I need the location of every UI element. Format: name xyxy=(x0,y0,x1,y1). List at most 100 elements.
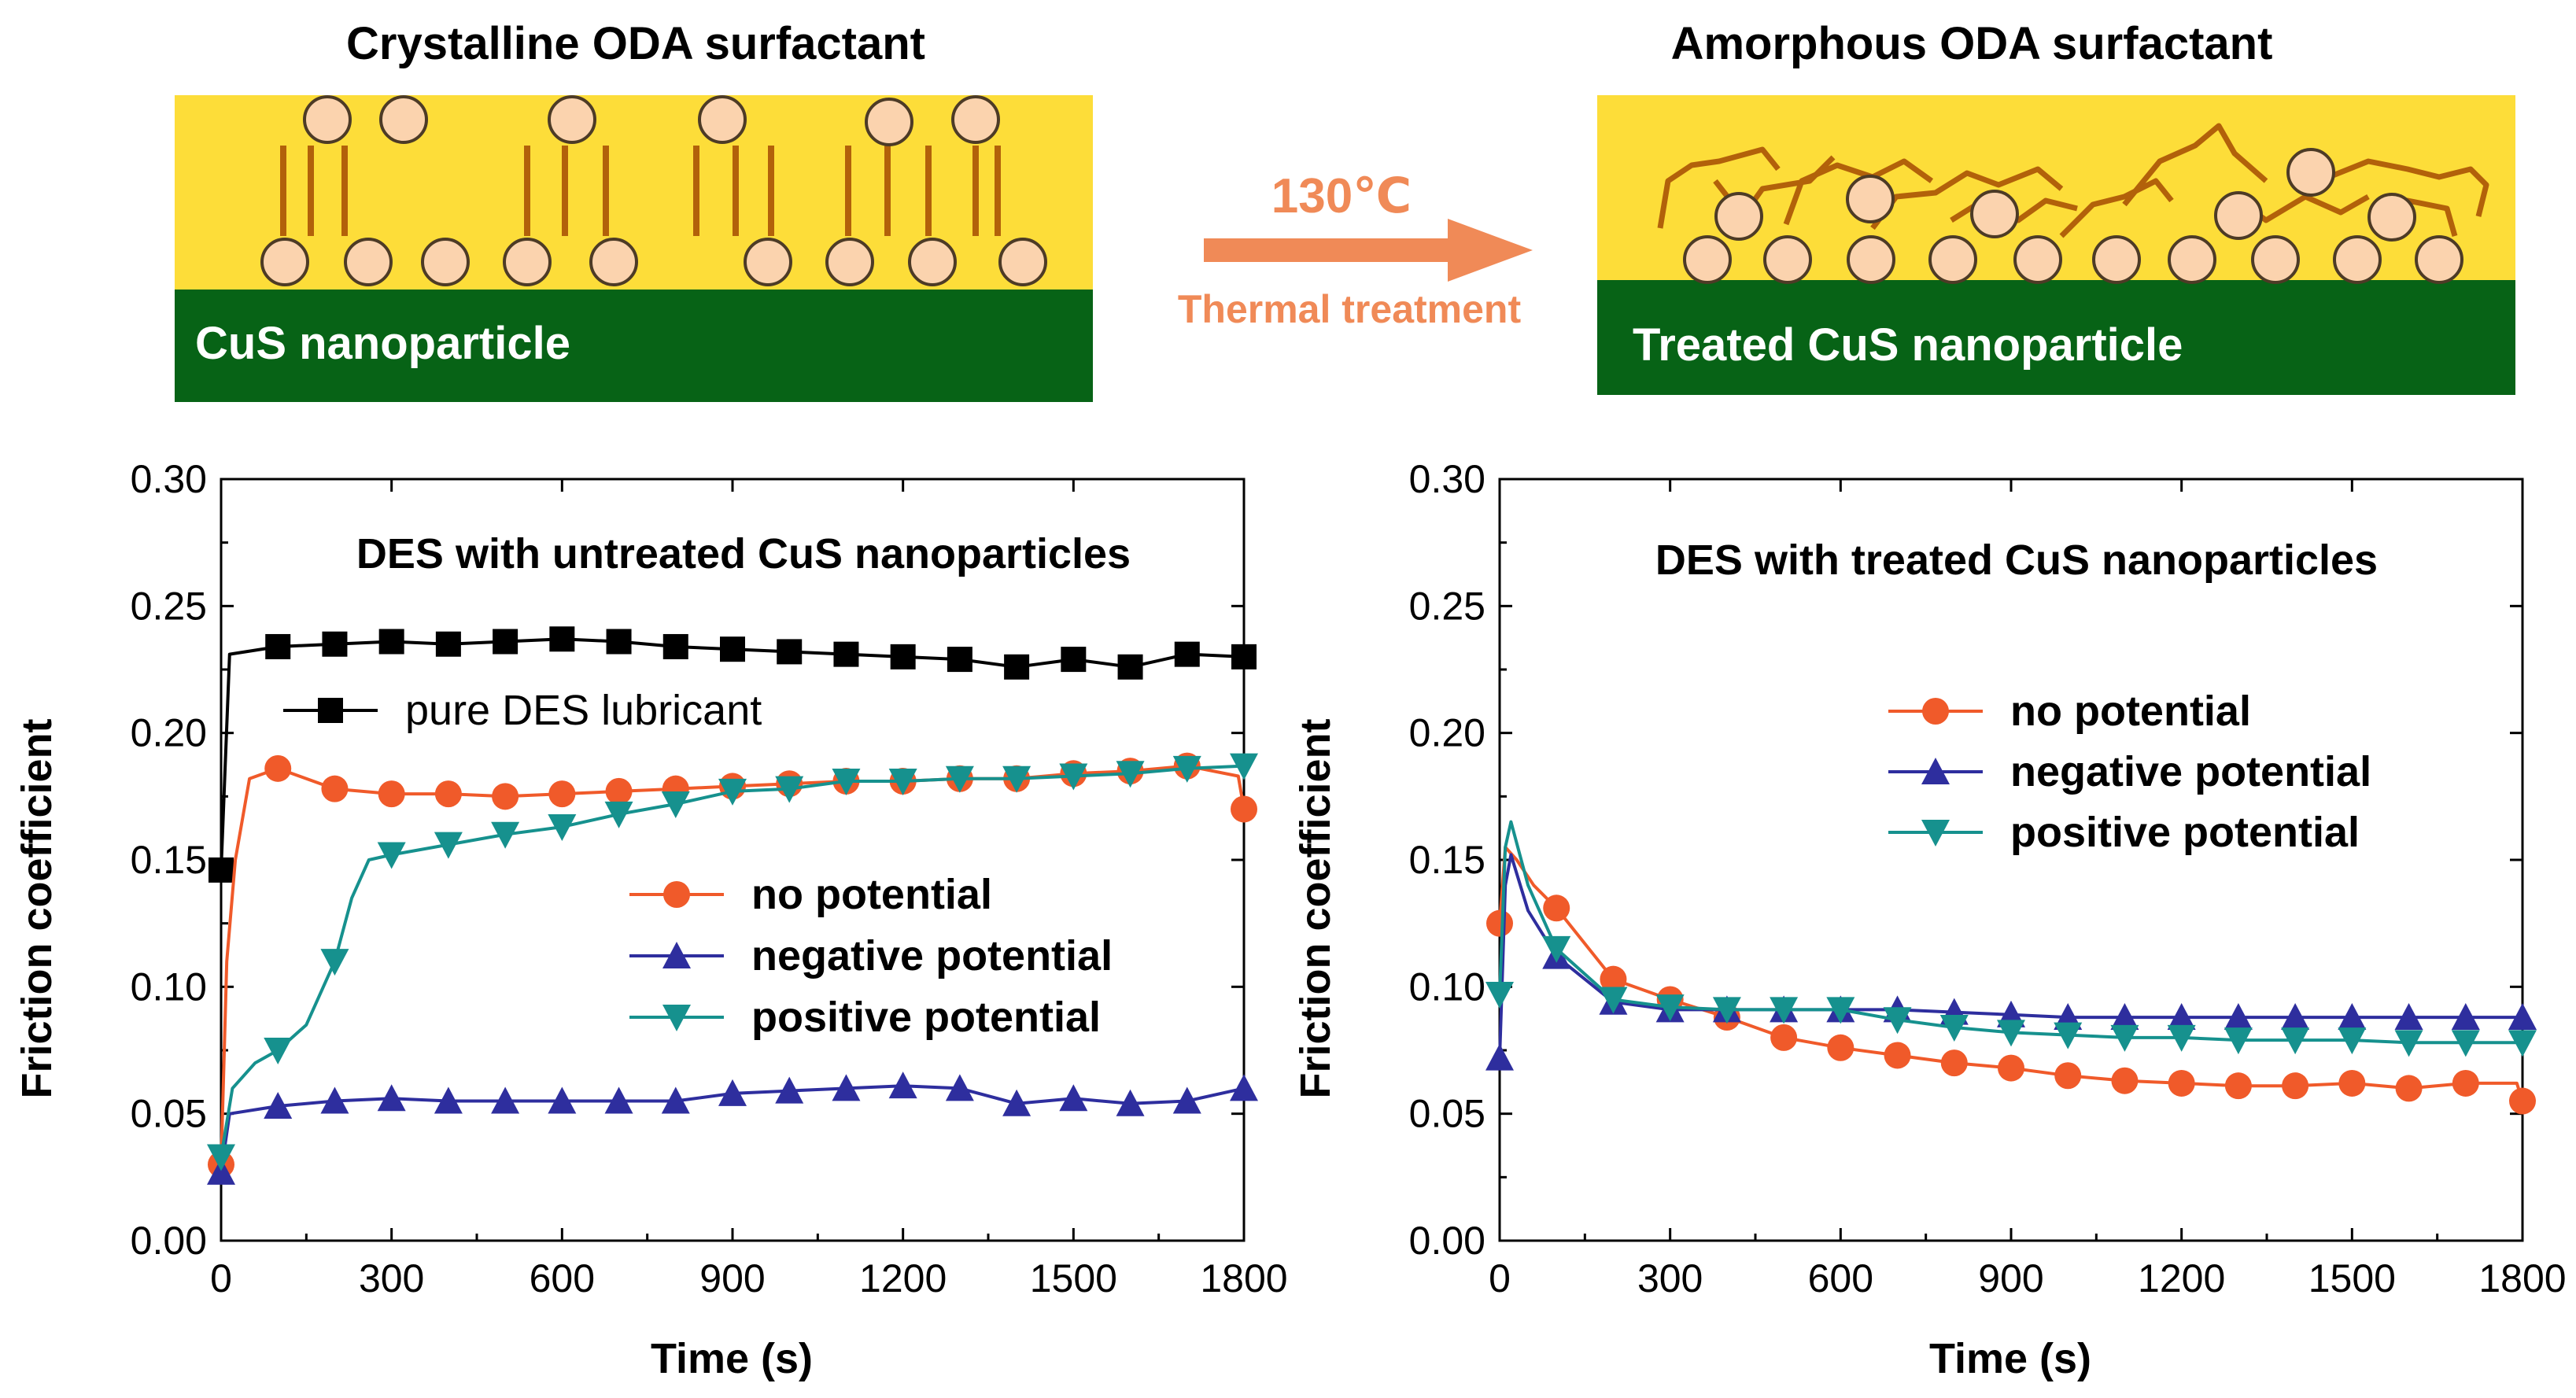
data-point xyxy=(264,1091,293,1119)
data-point xyxy=(265,633,291,659)
data-point xyxy=(1542,935,1571,963)
legend-marker xyxy=(662,1005,691,1031)
x-tick-label: 0 xyxy=(1489,1256,1511,1300)
oda-head xyxy=(1683,235,1732,284)
oda-head xyxy=(2168,235,2216,284)
data-point xyxy=(322,631,348,657)
oda-head xyxy=(1970,190,2019,238)
legend-item: pure DES lubricant xyxy=(283,687,762,734)
y-tick-label: 0.00 xyxy=(1409,1219,1485,1263)
schematic-left-title: Crystalline ODA surfactant xyxy=(346,18,925,69)
y-tick-label: 0.15 xyxy=(1409,838,1485,882)
oda-head xyxy=(1714,192,1763,241)
oda-head xyxy=(2415,235,2463,284)
oda-head xyxy=(2214,191,2263,240)
data-point xyxy=(1940,1049,1968,1077)
y-tick-label: 0.30 xyxy=(131,457,207,501)
legend-label: positive potential xyxy=(751,994,1101,1041)
data-point xyxy=(320,949,349,976)
x-tick-label: 1200 xyxy=(859,1256,947,1300)
data-point xyxy=(945,1074,974,1101)
data-point xyxy=(2452,1069,2479,1097)
legend-label: no potential xyxy=(2010,688,2251,735)
legend-marker xyxy=(318,698,343,723)
data-point xyxy=(435,631,461,657)
chart-untreated-title: DES with untreated CuS nanoparticles xyxy=(356,530,1131,577)
x-tick-label: 600 xyxy=(1808,1256,1873,1300)
data-point xyxy=(1230,753,1258,780)
data-point xyxy=(491,821,520,849)
y-tick-label: 0.00 xyxy=(131,1219,207,1263)
data-point xyxy=(491,1086,520,1114)
data-point xyxy=(1712,997,1741,1024)
oda-chain xyxy=(1657,146,1781,229)
chart-untreated-xlabel: Time (s) xyxy=(651,1335,813,1382)
data-point xyxy=(2451,1030,2480,1057)
oda-head xyxy=(303,95,352,144)
legend-marker xyxy=(1922,698,1949,725)
data-point xyxy=(434,1086,463,1114)
data-point xyxy=(777,639,803,665)
series-line xyxy=(220,1084,1245,1173)
data-point xyxy=(1059,763,1088,791)
treated-cus-nanoparticle-bar xyxy=(1597,280,2515,395)
data-point xyxy=(1998,1054,2024,1082)
oda-head xyxy=(421,238,470,286)
data-point xyxy=(945,765,974,793)
data-point xyxy=(493,629,519,655)
data-point xyxy=(661,791,690,819)
arrow-temperature: 130℃ xyxy=(1271,169,1412,223)
data-point xyxy=(2395,1075,2423,1102)
data-point xyxy=(2054,1022,2083,1049)
legend-item: negative potential xyxy=(1888,748,2371,795)
oda-head xyxy=(998,238,1047,286)
data-point xyxy=(1997,1020,2025,1047)
series-line xyxy=(1498,853,2522,1058)
data-point xyxy=(1827,1034,1854,1061)
data-point xyxy=(1655,994,1685,1022)
data-point xyxy=(775,1076,804,1104)
oda-head xyxy=(908,238,957,286)
data-point xyxy=(2167,1024,2196,1052)
x-tick-label: 300 xyxy=(359,1256,424,1300)
data-point xyxy=(718,778,747,806)
oda-head xyxy=(951,95,1000,144)
oda-chain xyxy=(2327,158,2489,217)
data-point xyxy=(1486,909,1513,937)
y-tick-label: 0.10 xyxy=(1409,965,1485,1009)
oda-head xyxy=(2013,235,2062,284)
y-tick-label: 0.15 xyxy=(131,838,207,882)
data-point xyxy=(2110,1024,2139,1052)
arrow-caption: Thermal treatment xyxy=(1178,287,1522,331)
x-tick-label: 1500 xyxy=(1030,1256,1117,1300)
data-point xyxy=(1826,997,1855,1024)
data-point xyxy=(1172,755,1201,783)
oda-chain xyxy=(1870,166,2064,231)
data-point xyxy=(2508,1003,2537,1031)
data-point xyxy=(264,1038,293,1064)
data-point xyxy=(1116,761,1145,788)
plot-frame xyxy=(1498,478,2524,1242)
schematic-right-title: Amorphous ODA surfactant xyxy=(1671,18,2273,69)
series-line xyxy=(1498,820,2522,1045)
legend-item: positive potential xyxy=(629,994,1101,1041)
oda-head xyxy=(1846,175,1895,223)
y-tick-label: 0.10 xyxy=(131,965,207,1009)
legend-label: negative potential xyxy=(751,932,1113,979)
oda-head xyxy=(503,238,552,286)
data-point xyxy=(434,832,463,859)
oda-head xyxy=(2092,235,2141,284)
oda-head xyxy=(1847,235,1895,284)
oda-head xyxy=(2251,235,2300,284)
data-point xyxy=(377,842,406,869)
oda-head xyxy=(1763,235,1812,284)
data-point xyxy=(1117,654,1143,680)
oda-head xyxy=(1928,235,1977,284)
data-point xyxy=(207,1157,235,1185)
chart-untreated: 0 300 600 900 1200 1500 1800 0.00 0.05 0.10 0.15 0.… xyxy=(13,457,1288,1382)
data-point xyxy=(890,644,916,669)
x-tick-label: 900 xyxy=(1978,1256,2043,1300)
data-point xyxy=(209,857,234,883)
data-point xyxy=(1231,644,1257,669)
